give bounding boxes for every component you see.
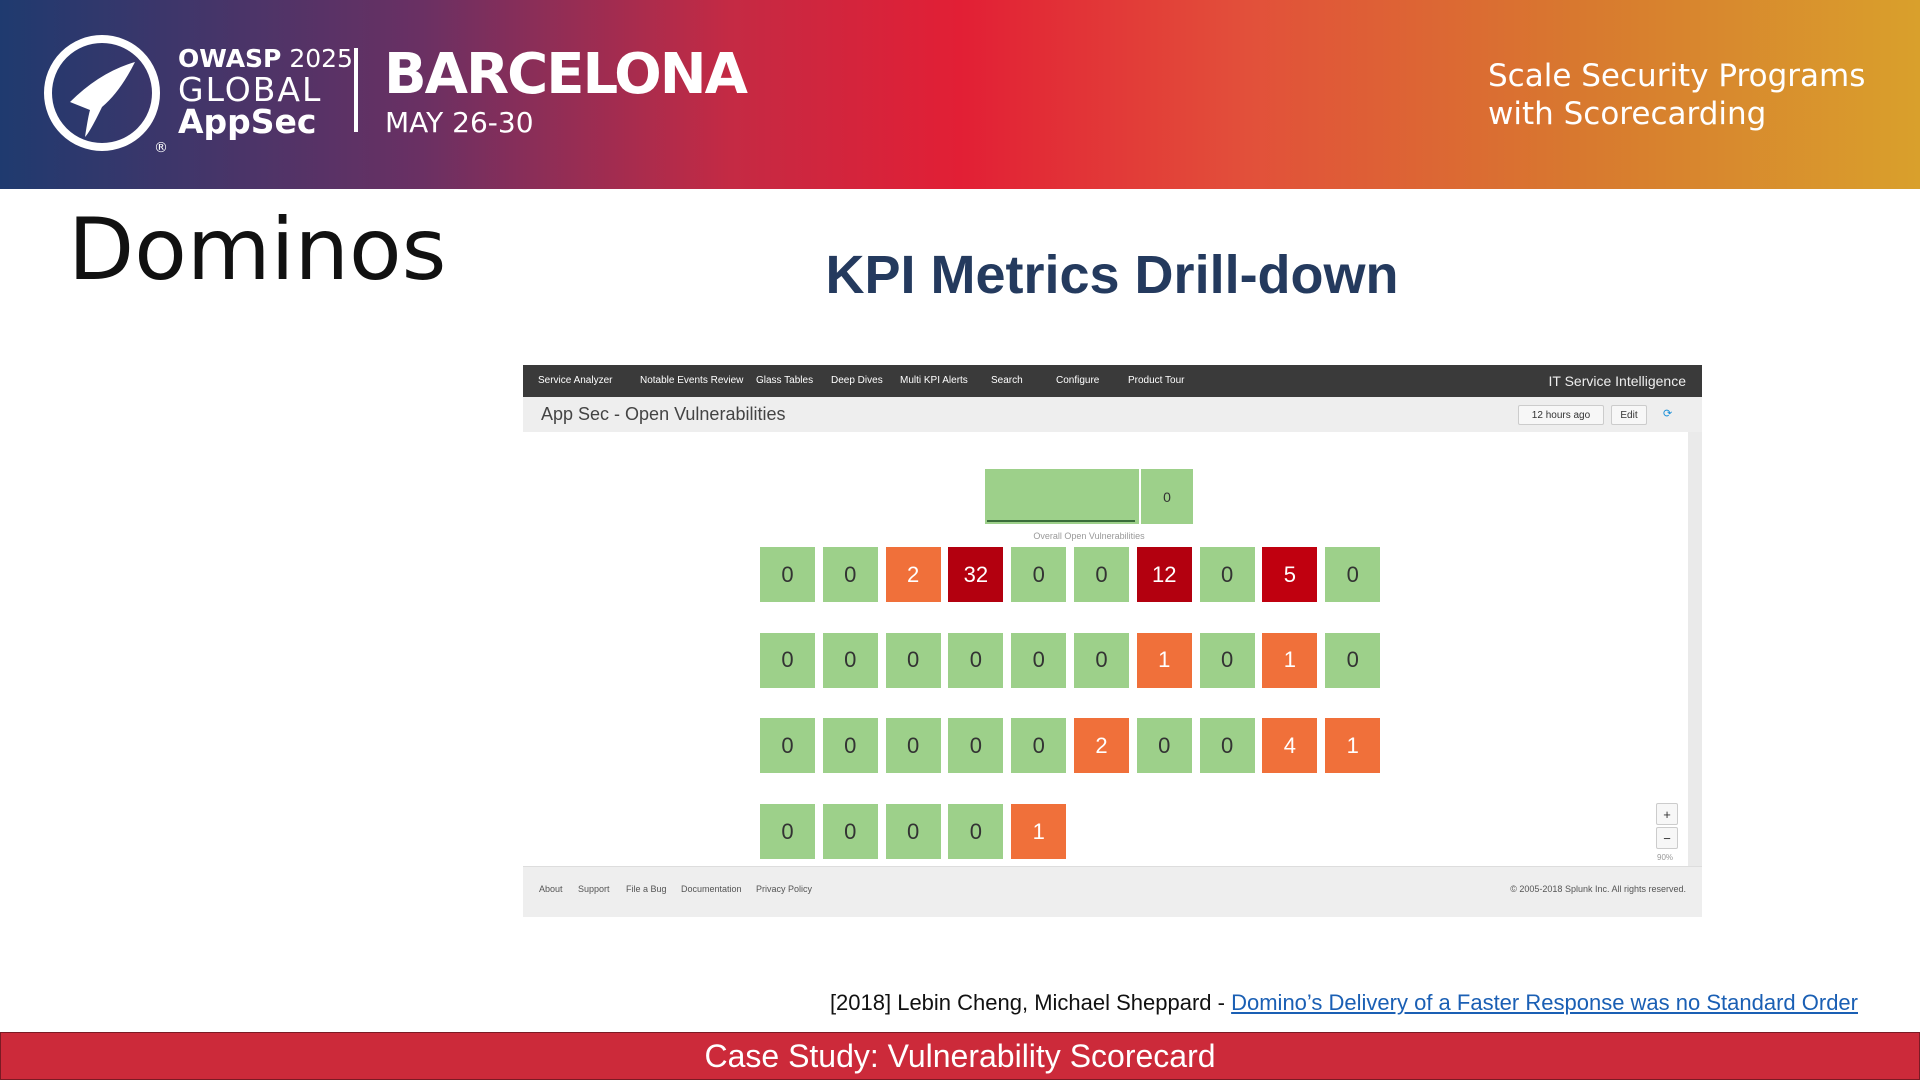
year: 2025: [289, 44, 353, 73]
divider: [354, 48, 358, 132]
overall-underline: [987, 520, 1135, 522]
global: GLOBAL: [178, 70, 323, 109]
kpi-tile: 0: [948, 804, 1004, 860]
kpi-tile: 1: [1011, 804, 1067, 860]
kpi-tile: 12: [1136, 547, 1192, 602]
nav-item[interactable]: Notable Events Review: [640, 375, 744, 386]
zoom-out[interactable]: −: [1656, 827, 1678, 849]
city: BARCELONA: [384, 42, 748, 107]
kpi-tile: 0: [1074, 547, 1129, 602]
zoom-level: 90%: [1657, 853, 1674, 862]
tagline: Scale Security Programs: [1488, 58, 1866, 94]
edit-button[interactable]: Edit: [1611, 405, 1647, 425]
citation: [2018] Lebin Cheng, Michael Sheppard - D…: [830, 990, 1858, 1016]
kpi-tile: 0: [1199, 632, 1255, 688]
slide-title: Dominos: [68, 200, 447, 300]
dates: MAY 26-30: [385, 106, 534, 139]
nav-item[interactable]: Multi KPI Alerts: [900, 375, 968, 386]
kpi-tile: 0: [1011, 547, 1067, 602]
kpi-tile: 0: [760, 718, 815, 774]
kpi-tile: 0: [1011, 718, 1067, 774]
nav-bar: IT Service Intelligence Service Analyzer…: [523, 365, 1702, 397]
app-screenshot: IT Service Intelligence Service Analyzer…: [523, 365, 1702, 917]
kpi-tile: 5: [1262, 547, 1318, 602]
kpi-tile: 0: [885, 718, 941, 774]
kpi-tile: 0: [822, 632, 878, 688]
kpi-tile: 0: [1325, 632, 1381, 688]
nav-item[interactable]: Product Tour: [1128, 375, 1185, 386]
logo: [44, 35, 160, 151]
banner: Case Study: Vulnerability Scorecard: [0, 1032, 1920, 1080]
org-name: OWASP: [178, 44, 282, 73]
nav-item[interactable]: Configure: [1056, 375, 1100, 386]
kpi-tile: 0: [1199, 718, 1255, 774]
kpi-tile: 0: [1199, 547, 1255, 602]
kpi-tile: 0: [822, 718, 878, 774]
title-bar: App Sec - Open Vulnerabilities 12 hours …: [523, 397, 1702, 432]
kpi-tile: 0: [948, 632, 1004, 688]
app-footer: © 2005-2018 Splunk Inc. All rights reser…: [523, 866, 1702, 917]
header: ® OWASP 2025 GLOBAL AppSec BARCELONA MAY…: [0, 0, 1920, 189]
kpi-tile: 2: [885, 547, 941, 602]
nav-item[interactable]: Service Analyzer: [538, 375, 613, 386]
registered: ®: [154, 140, 168, 156]
scrollbar: [1688, 432, 1702, 866]
overall-bar: [985, 469, 1139, 524]
dashboard-title: App Sec - Open Vulnerabilities: [541, 404, 786, 424]
refresh-icon[interactable]: ⟳: [1663, 408, 1673, 420]
kpi-tile: 0: [1136, 718, 1192, 774]
footer-link[interactable]: File a Bug: [626, 884, 667, 894]
kpi-tile: 1: [1136, 632, 1192, 688]
org: OWASP 2025: [178, 44, 353, 73]
kpi-tile: 1: [1262, 632, 1318, 688]
appsec: AppSec: [178, 102, 317, 141]
footer-link[interactable]: Privacy Policy: [756, 884, 813, 894]
kpi-tile: 0: [1325, 547, 1381, 602]
product-name: IT Service Intelligence: [1548, 373, 1686, 389]
kpi-tile: 0: [885, 632, 941, 688]
overall-label: Overall Open Vulnerabilities: [1033, 531, 1145, 541]
kpi-tile: 0: [822, 547, 878, 602]
kpi-tile: 32: [948, 547, 1004, 602]
kpi-tile: 0: [822, 804, 878, 860]
footer-link[interactable]: About: [539, 884, 563, 894]
kpi-tile: 0: [1011, 632, 1067, 688]
overall-value: 0: [1141, 469, 1193, 524]
nav-item[interactable]: Deep Dives: [831, 375, 883, 386]
citation-text: [2018] Lebin Cheng, Michael Sheppard -: [829, 990, 1225, 1015]
kpi-tile: 0: [948, 718, 1004, 774]
kpi-tile: 1: [1325, 718, 1381, 774]
citation-link[interactable]: Domino’s Delivery of a Faster Response w…: [1231, 990, 1858, 1015]
nav-item[interactable]: Glass Tables: [756, 375, 814, 386]
heading: KPI Metrics Drill-down: [825, 245, 1399, 305]
kpi-tile: 0: [885, 804, 941, 860]
tagline: with Scorecarding: [1488, 96, 1767, 132]
footer-link[interactable]: Documentation: [681, 884, 742, 894]
kpi-tile: 2: [1074, 718, 1129, 774]
kpi-tile: 0: [1074, 632, 1129, 688]
kpi-tile: 0: [760, 632, 815, 688]
kpi-tile: 0: [760, 547, 815, 602]
kpi-tile: 4: [1262, 718, 1318, 774]
footer-link[interactable]: Support: [578, 884, 610, 894]
kpi-tile: 0: [760, 804, 815, 860]
time-picker[interactable]: 12 hours ago: [1518, 405, 1604, 425]
copyright: © 2005-2018 Splunk Inc. All rights reser…: [1510, 884, 1686, 894]
zoom-in[interactable]: +: [1656, 803, 1678, 825]
nav-item[interactable]: Search: [991, 375, 1023, 386]
